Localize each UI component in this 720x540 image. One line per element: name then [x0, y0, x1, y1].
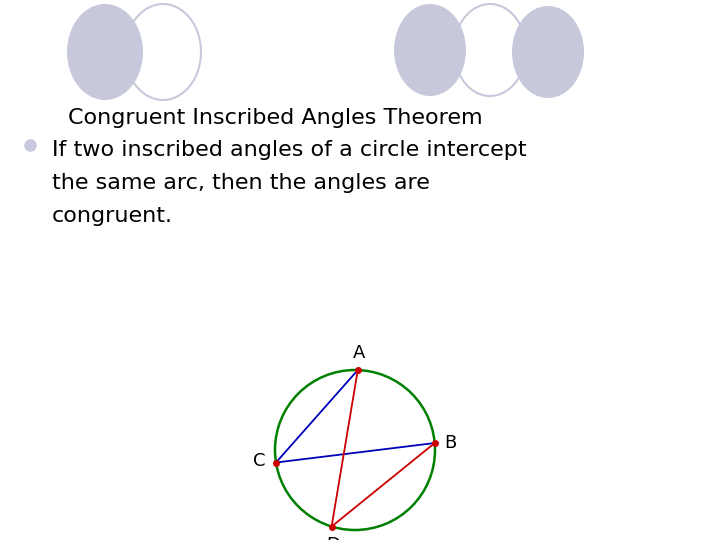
Text: B: B [445, 434, 457, 452]
Text: Congruent Inscribed Angles Theorem: Congruent Inscribed Angles Theorem [68, 108, 482, 128]
Text: the same arc, then the angles are: the same arc, then the angles are [52, 173, 430, 193]
Text: congruent.: congruent. [52, 206, 173, 226]
Text: If two inscribed angles of a circle intercept: If two inscribed angles of a circle inte… [52, 140, 526, 160]
Text: D: D [327, 536, 341, 540]
Ellipse shape [67, 4, 143, 100]
Ellipse shape [512, 6, 584, 98]
Text: C: C [253, 451, 266, 469]
Text: A: A [353, 344, 365, 362]
Ellipse shape [394, 4, 466, 96]
